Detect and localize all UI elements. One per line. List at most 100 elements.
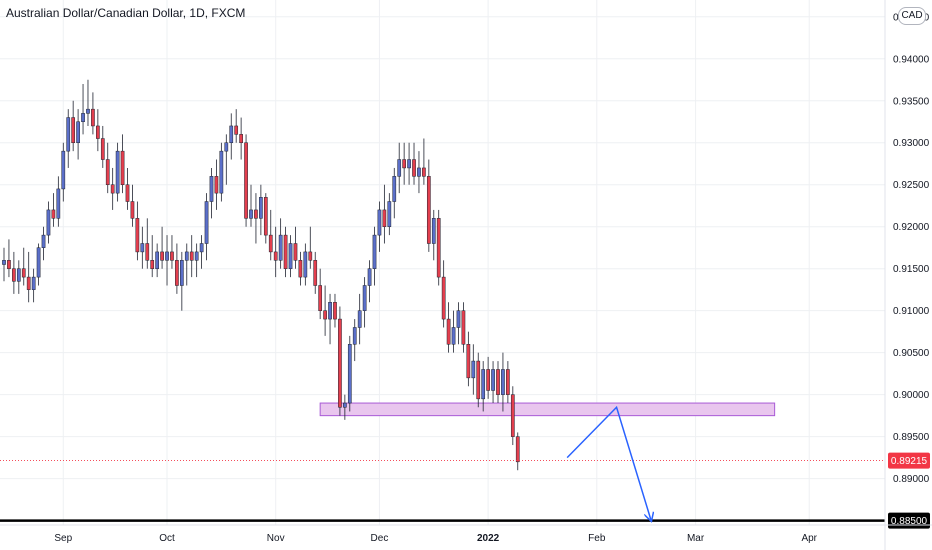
candle-body bbox=[412, 159, 416, 177]
candle bbox=[36, 243, 41, 286]
time-tick-label: Nov bbox=[267, 533, 285, 544]
candle-body bbox=[214, 176, 219, 194]
candle bbox=[219, 142, 224, 202]
candle bbox=[382, 184, 387, 244]
candle-body bbox=[46, 209, 51, 236]
candle bbox=[397, 142, 402, 194]
grid-lines bbox=[0, 0, 885, 525]
candle-body bbox=[130, 201, 135, 219]
candle bbox=[155, 243, 159, 278]
candle-body bbox=[431, 218, 436, 244]
price-tick-label: 0.94000 bbox=[893, 54, 930, 65]
candle-body bbox=[268, 234, 273, 253]
candle bbox=[7, 239, 11, 278]
candle-body bbox=[328, 302, 332, 320]
candle-body bbox=[397, 159, 402, 177]
candle bbox=[234, 109, 239, 143]
candle bbox=[402, 142, 406, 185]
candle bbox=[81, 83, 85, 135]
candle bbox=[288, 235, 293, 278]
drawings-layer bbox=[0, 405, 885, 520]
candle bbox=[308, 226, 313, 269]
candle bbox=[96, 109, 100, 152]
candle bbox=[115, 142, 120, 202]
candle bbox=[273, 226, 278, 278]
price-tick-label: 0.92000 bbox=[893, 222, 930, 233]
candle bbox=[145, 218, 150, 269]
candle bbox=[510, 386, 515, 446]
candle bbox=[347, 335, 352, 412]
candle bbox=[100, 125, 105, 168]
candle bbox=[86, 79, 90, 126]
candle-body bbox=[283, 234, 288, 269]
candle-body bbox=[313, 260, 318, 286]
candle-body bbox=[189, 251, 194, 261]
candle bbox=[352, 319, 357, 362]
candle-body bbox=[352, 327, 357, 345]
target-price-tag-text: 0.88500 bbox=[891, 516, 928, 527]
candle-body bbox=[224, 142, 229, 152]
candle-body bbox=[392, 176, 397, 202]
candle-body bbox=[91, 108, 95, 127]
price-axis[interactable]: 0.945000.940000.935000.930000.925000.920… bbox=[884, 0, 930, 550]
candle bbox=[303, 243, 308, 286]
candle-body bbox=[441, 276, 446, 320]
candle-body bbox=[199, 243, 204, 253]
time-tick-label: Sep bbox=[54, 533, 72, 544]
candle bbox=[194, 243, 199, 278]
candle bbox=[46, 201, 51, 244]
candle bbox=[283, 226, 288, 278]
candle-body bbox=[36, 247, 41, 278]
candle bbox=[105, 142, 110, 194]
candle bbox=[431, 209, 436, 261]
candle bbox=[422, 138, 426, 185]
candle bbox=[392, 167, 397, 219]
candle-body bbox=[209, 176, 214, 202]
candle-body bbox=[249, 209, 253, 219]
candle bbox=[278, 218, 283, 269]
time-tick-label: Oct bbox=[159, 533, 175, 544]
candle-body bbox=[12, 268, 16, 282]
candle-body bbox=[466, 344, 471, 379]
candle-body bbox=[31, 276, 36, 290]
candle-body bbox=[179, 260, 184, 286]
projection-arrow[interactable] bbox=[566, 405, 651, 520]
candle-body bbox=[51, 209, 56, 219]
candle bbox=[456, 302, 461, 345]
candle-body bbox=[278, 234, 283, 261]
candle bbox=[204, 193, 209, 261]
price-tick-label: 0.90000 bbox=[893, 390, 930, 401]
candle bbox=[91, 92, 95, 135]
candle-body bbox=[422, 167, 426, 177]
candle bbox=[426, 159, 431, 252]
candle-body bbox=[357, 310, 362, 328]
candle bbox=[2, 247, 6, 282]
candle bbox=[239, 117, 243, 160]
candle bbox=[12, 251, 16, 294]
candle bbox=[372, 226, 377, 286]
candle bbox=[66, 109, 71, 168]
price-tick-label: 0.91000 bbox=[893, 306, 930, 317]
time-axis[interactable]: Sep Oct Nov Dec 2022 Feb Mar Apr bbox=[0, 524, 932, 544]
currency-badge[interactable]: CAD bbox=[898, 7, 926, 25]
candle bbox=[318, 268, 323, 320]
support-zone[interactable] bbox=[319, 402, 776, 417]
candle-body bbox=[145, 243, 150, 261]
candle-body bbox=[160, 251, 164, 261]
candle bbox=[338, 306, 342, 416]
candle bbox=[362, 277, 367, 328]
candle bbox=[130, 184, 135, 227]
candle-body bbox=[471, 360, 476, 379]
candle-body bbox=[140, 243, 145, 253]
candle bbox=[333, 293, 337, 328]
candle bbox=[387, 193, 392, 236]
candle-body bbox=[184, 251, 189, 261]
candle bbox=[229, 113, 234, 160]
candle-body bbox=[476, 360, 481, 400]
candle-body bbox=[288, 243, 293, 269]
candle-body bbox=[110, 184, 115, 194]
candle-body bbox=[96, 125, 100, 139]
candle bbox=[249, 184, 253, 227]
candle bbox=[214, 159, 219, 210]
